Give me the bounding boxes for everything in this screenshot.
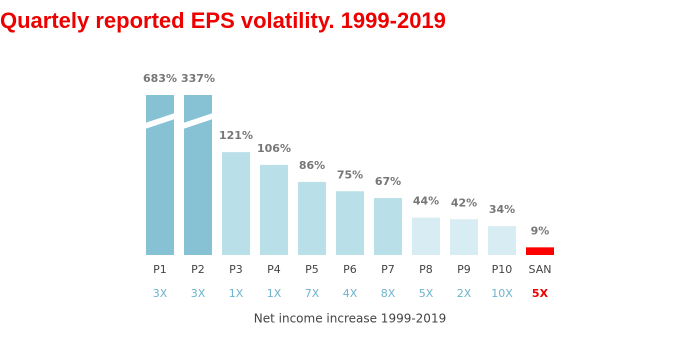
sublabel: 8X: [381, 287, 396, 300]
x-tick-label: P8: [419, 263, 433, 276]
x-tick-label: P7: [381, 263, 395, 276]
x-tick-label: P1: [153, 263, 167, 276]
sublabel: 5X: [532, 287, 549, 300]
value-label: 106%: [257, 142, 291, 155]
bar: [298, 181, 326, 255]
value-label: 44%: [413, 195, 439, 208]
value-label: 67%: [375, 175, 401, 188]
bar: [526, 247, 554, 255]
sublabel: 2X: [457, 287, 472, 300]
bar: [260, 164, 288, 255]
sublabel: 10X: [491, 287, 513, 300]
value-label: 337%: [181, 72, 215, 85]
x-tick-label: SAN: [529, 263, 552, 276]
x-tick-label: P5: [305, 263, 319, 276]
bar: [488, 226, 516, 255]
axis-break: [183, 113, 213, 129]
sublabel: 5X: [419, 287, 434, 300]
sublabel: 3X: [153, 287, 168, 300]
sublabel: 3X: [191, 287, 206, 300]
sublabel: 1X: [267, 287, 282, 300]
bar: [336, 191, 364, 255]
axis-break: [145, 113, 175, 129]
value-label: 42%: [451, 196, 477, 209]
x-tick-label: P10: [492, 263, 513, 276]
x-tick-label: P9: [457, 263, 471, 276]
x-tick-label: P3: [229, 263, 243, 276]
x-axis-label: Net income increase 1999-2019: [254, 312, 446, 326]
bar: [450, 219, 478, 255]
x-tick-label: P4: [267, 263, 281, 276]
sublabel: 1X: [229, 287, 244, 300]
value-label: 34%: [489, 203, 515, 216]
bar: [222, 152, 250, 255]
x-tick-label: P6: [343, 263, 357, 276]
value-label: 9%: [531, 224, 550, 237]
sublabel: 7X: [305, 287, 320, 300]
x-tick-label: P2: [191, 263, 205, 276]
value-label: 121%: [219, 129, 253, 142]
value-label: 75%: [337, 168, 363, 181]
bar: [412, 217, 440, 255]
value-label: 86%: [299, 159, 325, 172]
chart-title: Quartely reported EPS volatility. 1999-2…: [0, 8, 446, 33]
sublabel: 4X: [343, 287, 358, 300]
bar: [374, 198, 402, 255]
value-label: 683%: [143, 72, 177, 85]
